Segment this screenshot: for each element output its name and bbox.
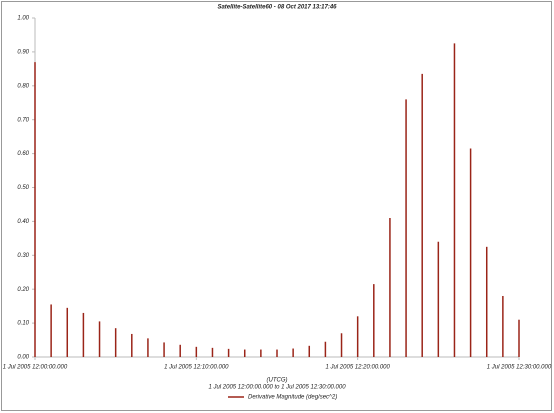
y-tick-label: 0.30 [17,253,29,259]
subtitle: 1 Jul 2005 12:00:00.000 to 1 Jul 2005 12… [208,385,346,391]
y-tick-label: 0.90 [17,49,29,55]
y-tick-label: 0.80 [17,83,29,89]
x-tick-label: 1 Jul 2005 12:30:00.000 [487,365,552,371]
y-tick-label: 0.40 [17,219,29,225]
legend-label: Derivative Magnitude (deg/sec^2) [248,395,337,401]
y-tick-label: 0.20 [17,287,29,293]
x-tick-label: 1 Jul 2005 12:00:00.000 [3,365,68,371]
x-unit: (UTCG) [267,378,288,384]
y-tick-label: 0.10 [17,321,29,327]
x-tick-label: 1 Jul 2005 12:20:00.000 [325,365,390,371]
y-tick-label: 0.70 [17,117,29,123]
chart-title: Satellite-Satellite60 - 08 Oct 2017 13:1… [217,5,337,11]
x-tick-label: 1 Jul 2005 12:10:00.000 [164,365,229,371]
y-tick-label: 0.50 [17,185,29,191]
y-tick-label: 1.00 [17,16,29,22]
y-tick-label: 0.00 [17,355,29,361]
y-tick-label: 0.60 [17,151,29,157]
